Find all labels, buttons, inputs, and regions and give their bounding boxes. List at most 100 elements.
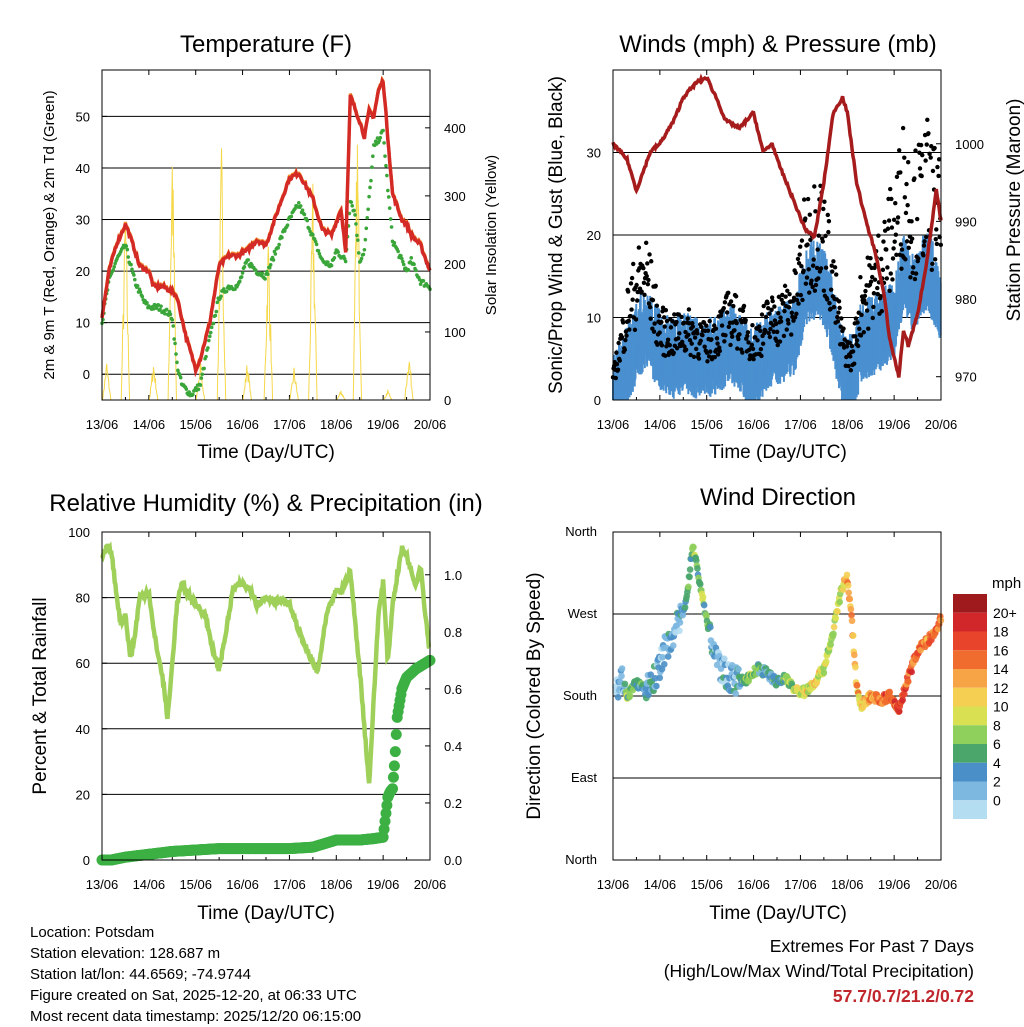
dewpoint-point [366, 207, 370, 212]
dewpoint-point [418, 282, 423, 287]
x-tick-label: 15/06 [690, 417, 723, 432]
gust-point [629, 275, 635, 281]
gust-point [657, 330, 662, 335]
legend-swatch [953, 631, 987, 651]
gust-point [921, 253, 926, 258]
gust-point [731, 303, 736, 309]
gust-point [933, 237, 938, 242]
legend-label: 4 [993, 755, 1001, 771]
gust-point [690, 320, 695, 326]
gust-point [782, 283, 788, 289]
gust-point [646, 277, 651, 283]
dewpoint-point [356, 238, 360, 242]
dewpoint-point [370, 165, 374, 170]
gust-point [765, 300, 770, 306]
gust-point [759, 312, 765, 317]
gust-point [875, 285, 880, 291]
gust-point [783, 294, 788, 299]
gust-point [805, 242, 810, 247]
dewpoint-point [138, 290, 143, 294]
gust-point [922, 239, 927, 244]
gust-point [823, 233, 828, 239]
rainfall-point [389, 746, 401, 758]
legend-swatch [953, 650, 987, 669]
gust-point [801, 268, 806, 273]
gust-point [631, 261, 636, 267]
gust-point [728, 299, 734, 304]
direction-point [820, 669, 828, 677]
gust-point [841, 326, 846, 331]
dewpoint-point [350, 204, 355, 208]
dewpoint-point [386, 195, 391, 199]
gust-point [679, 314, 684, 320]
gust-point [923, 158, 928, 163]
gust-point [653, 283, 658, 288]
gust-point [724, 310, 730, 315]
gust-point [863, 301, 869, 306]
gust-point [813, 209, 818, 214]
direction-point [629, 686, 637, 694]
gust-point [893, 201, 898, 206]
gust-point [920, 152, 925, 158]
direction-point [735, 665, 742, 673]
temp-ylabel: 2m & 9m T (Red, Orange) & 2m Td (Green) [41, 90, 58, 379]
dewpoint-point [377, 138, 382, 143]
dewpoint-point [164, 307, 169, 312]
y2-tick-label: 0.8 [444, 625, 462, 640]
direction-point [732, 690, 739, 697]
gust-point [797, 252, 802, 257]
gust-point [663, 307, 669, 313]
series-dewpoint [100, 128, 432, 398]
direction-point [656, 674, 664, 682]
y2-tick-label: 300 [444, 189, 466, 204]
gust-point [677, 331, 682, 336]
temp-title: Temperature (F) [180, 31, 352, 58]
gust-point [926, 131, 931, 136]
y-tick-label: 0 [594, 393, 601, 408]
gust-point [623, 337, 628, 343]
gust-point [767, 311, 772, 316]
legend-swatch [953, 744, 987, 763]
direction-point [669, 642, 677, 649]
gust-point [816, 276, 821, 281]
gust-point [694, 346, 699, 352]
winds-xlabel: Time (Day/UTC) [709, 442, 847, 463]
gust-point [803, 216, 808, 221]
dewpoint-point [401, 262, 406, 267]
x-tick-label: 13/06 [86, 877, 119, 892]
gust-point [892, 239, 897, 244]
gust-point [639, 289, 644, 294]
gust-point [792, 315, 798, 320]
gust-point [890, 277, 895, 282]
gust-point [936, 173, 941, 179]
gust-point [911, 265, 916, 270]
y-tick-label: 10 [76, 316, 90, 331]
gust-point [882, 219, 887, 225]
gust-point [616, 340, 621, 346]
gust-point [761, 303, 766, 309]
wd-title: Wind Direction [700, 484, 856, 511]
y-tick-label: East [571, 770, 597, 785]
gust-point [781, 300, 786, 306]
gust-point [793, 270, 798, 276]
gust-point [899, 247, 905, 252]
dewpoint-point [113, 261, 117, 266]
gust-point [935, 164, 940, 170]
dewpoint-point [266, 272, 270, 277]
extremes-subtitle: (High/Low/Max Wind/Total Precipitation) [663, 961, 974, 981]
legend-label: 2 [993, 774, 1001, 790]
gust-point [685, 316, 690, 321]
gust-point [741, 303, 747, 309]
legend-swatch [953, 781, 987, 801]
dewpoint-point [399, 253, 403, 258]
dewpoint-point [396, 249, 400, 254]
gust-point [904, 239, 910, 244]
gust-point [836, 310, 841, 315]
gust-point [624, 333, 629, 338]
dewpoint-point [388, 217, 393, 221]
y2-tick-label: 980 [955, 292, 977, 307]
gust-point [614, 350, 619, 355]
gust-point [704, 350, 710, 355]
gust-point [715, 341, 720, 346]
dewpoint-point [343, 259, 348, 264]
